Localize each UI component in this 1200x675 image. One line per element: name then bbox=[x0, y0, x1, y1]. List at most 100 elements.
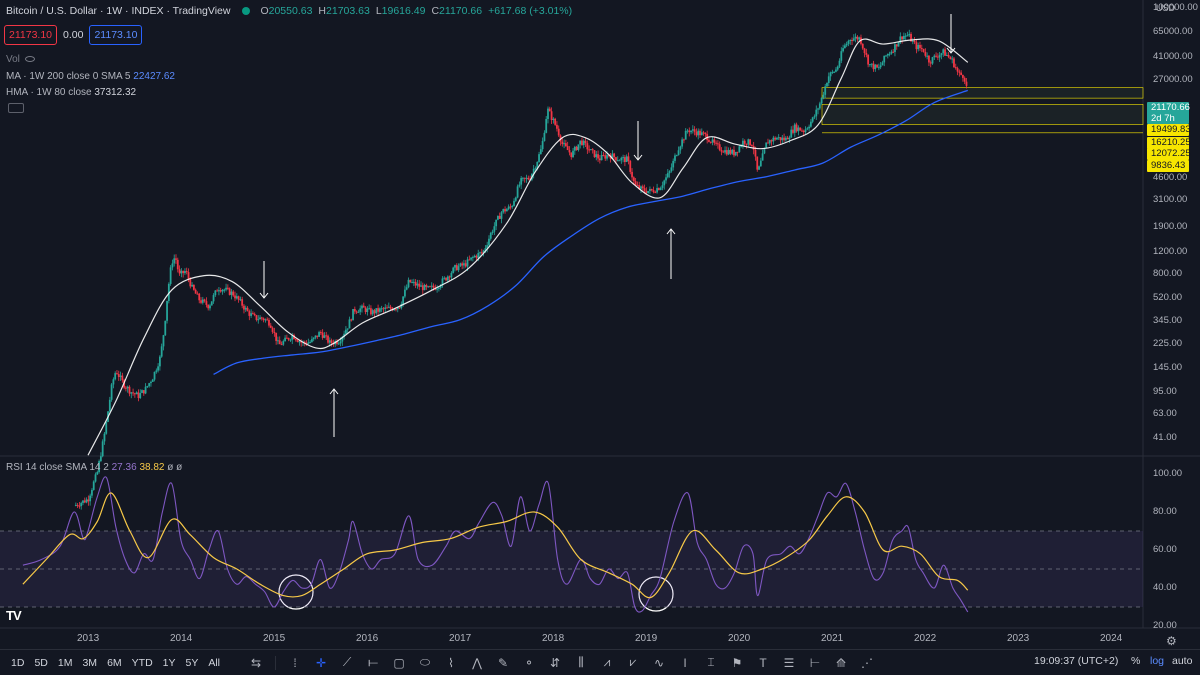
range-button-3m[interactable]: 3M bbox=[82, 656, 98, 669]
crosshair-icon[interactable]: ✛ bbox=[315, 655, 327, 670]
candle-body bbox=[659, 187, 662, 191]
abcd-pattern-icon[interactable]: ⩘ bbox=[603, 655, 611, 669]
symbol-title[interactable]: Bitcoin / U.S. Dollar · 1W · INDEX · Tra… bbox=[6, 5, 231, 17]
candle-body bbox=[414, 281, 417, 286]
fib-retracement-icon[interactable]: ☰ bbox=[783, 655, 795, 670]
candle-body bbox=[763, 148, 766, 154]
sell-button[interactable]: 21173.10 bbox=[4, 25, 58, 45]
long-position-icon[interactable]: ⇵ bbox=[549, 655, 561, 670]
candle-body bbox=[843, 45, 846, 49]
candle-body bbox=[162, 335, 165, 347]
rsi-indicator-legend[interactable]: RSI 14 close SMA 14 2 27.36 38.82 ø ø bbox=[6, 462, 183, 473]
candle-body bbox=[454, 265, 456, 268]
candle-body bbox=[466, 259, 469, 267]
vertical-line-icon[interactable]: ǀ bbox=[683, 655, 687, 670]
date-range-icon[interactable]: ⇆ bbox=[250, 655, 262, 670]
candle-body bbox=[103, 433, 106, 442]
candle-body bbox=[931, 57, 934, 64]
hma-indicator-legend[interactable]: HMA · 1W 80 close 37312.32 bbox=[6, 87, 137, 98]
range-button-6m[interactable]: 6M bbox=[107, 656, 122, 669]
candle-body bbox=[437, 287, 440, 289]
text-icon[interactable]: T bbox=[759, 655, 767, 670]
candle-body bbox=[350, 319, 353, 321]
buy-button[interactable]: 21173.10 bbox=[89, 25, 143, 45]
currency-label[interactable]: USD bbox=[1156, 3, 1176, 13]
horizontal-line-icon[interactable]: ⟝ bbox=[368, 655, 378, 669]
price-tick-label: 145.00 bbox=[1153, 362, 1183, 374]
candle-body bbox=[352, 309, 354, 321]
price-chart[interactable] bbox=[0, 0, 1200, 650]
collapse-legend-button[interactable] bbox=[8, 103, 24, 113]
candle-body bbox=[813, 116, 816, 118]
candle-body bbox=[137, 392, 140, 399]
dots-grip-icon[interactable]: ⁞ bbox=[293, 655, 297, 670]
auto-scale-button[interactable]: auto bbox=[1172, 655, 1193, 667]
candle-body bbox=[507, 206, 510, 210]
range-button-1y[interactable]: 1Y bbox=[162, 656, 176, 669]
candle-body bbox=[312, 337, 315, 340]
measure-icon[interactable]: ⊢ bbox=[809, 655, 821, 670]
polyline-icon[interactable]: ⋀ bbox=[472, 655, 482, 670]
candle-body bbox=[886, 54, 889, 56]
bars-pattern-icon[interactable]: ⫼ bbox=[578, 655, 584, 669]
pattern-icon[interactable]: ⚬ bbox=[523, 655, 535, 670]
clock-timezone[interactable]: 19:09:37 (UTC+2) bbox=[1034, 655, 1119, 667]
candle-body bbox=[416, 283, 419, 286]
candle-body bbox=[820, 97, 823, 104]
candle-body bbox=[171, 263, 174, 268]
candle-body bbox=[160, 346, 163, 357]
candle-body bbox=[881, 62, 884, 66]
ellipse-icon[interactable]: ⬭ bbox=[419, 655, 431, 669]
trend-line-icon[interactable]: ⟋ bbox=[342, 655, 352, 669]
eye-hidden-icon[interactable] bbox=[24, 56, 35, 63]
candle-body bbox=[380, 308, 383, 310]
candle-body bbox=[491, 231, 494, 233]
fib-fan-icon[interactable]: ⋰ bbox=[861, 655, 874, 670]
percent-scale-button[interactable]: % bbox=[1131, 655, 1141, 667]
arrow-down-2018-head bbox=[633, 154, 643, 161]
path-icon[interactable]: ⌇ bbox=[448, 655, 454, 670]
candle-body bbox=[720, 150, 723, 152]
candle-body bbox=[602, 155, 605, 157]
candle-body bbox=[777, 137, 780, 139]
time-tick-label: 2014 bbox=[170, 633, 193, 644]
ma-indicator-legend[interactable]: MA · 1W 200 close 0 SMA 5 22427.62 bbox=[6, 71, 175, 82]
candle-body bbox=[411, 282, 413, 284]
candle-body bbox=[942, 49, 945, 54]
callout-icon[interactable]: ⚑ bbox=[731, 655, 743, 670]
candle-body bbox=[758, 166, 760, 170]
range-button-1m[interactable]: 1M bbox=[57, 656, 73, 669]
price-tick-label: 41.00 bbox=[1153, 432, 1177, 443]
range-button-5y[interactable]: 5Y bbox=[185, 656, 199, 669]
candle-body bbox=[888, 53, 891, 55]
elliott-wave-icon[interactable]: ∿ bbox=[653, 655, 665, 670]
volume-indicator-legend[interactable]: Vol bbox=[6, 54, 35, 65]
candle-body bbox=[94, 474, 97, 482]
candle-body bbox=[547, 108, 549, 119]
range-button-5d[interactable]: 5D bbox=[34, 656, 48, 669]
brush-icon[interactable]: ✎ bbox=[497, 655, 509, 670]
candle-body bbox=[842, 48, 844, 52]
candle-body bbox=[355, 311, 358, 313]
candle-body bbox=[627, 156, 630, 161]
rectangle-icon[interactable]: ▢ bbox=[393, 655, 405, 670]
candle-body bbox=[563, 143, 565, 145]
range-button-ytd[interactable]: YTD bbox=[131, 656, 153, 669]
log-scale-button[interactable]: log bbox=[1150, 655, 1165, 667]
candle-body bbox=[248, 311, 251, 316]
candle-body bbox=[203, 299, 206, 302]
candle-body bbox=[725, 150, 728, 155]
candle-body bbox=[872, 63, 875, 70]
spread-value: 0.00 bbox=[63, 29, 84, 41]
candle-body bbox=[132, 392, 134, 394]
tradingview-logo-icon[interactable]: TV bbox=[6, 608, 22, 623]
date-price-range-icon[interactable]: ⌶ bbox=[707, 655, 715, 669]
settings-gear-icon[interactable]: ⚙ bbox=[1166, 634, 1177, 648]
xabcd-pattern-icon[interactable]: ⩗ bbox=[629, 655, 637, 669]
candle-body bbox=[366, 308, 369, 313]
candle-body bbox=[700, 132, 703, 136]
range-button-all[interactable]: All bbox=[208, 656, 221, 669]
range-button-1d[interactable]: 1D bbox=[11, 656, 25, 669]
gann-fan-icon[interactable]: ⟰ bbox=[835, 655, 847, 670]
candle-body bbox=[697, 130, 700, 136]
